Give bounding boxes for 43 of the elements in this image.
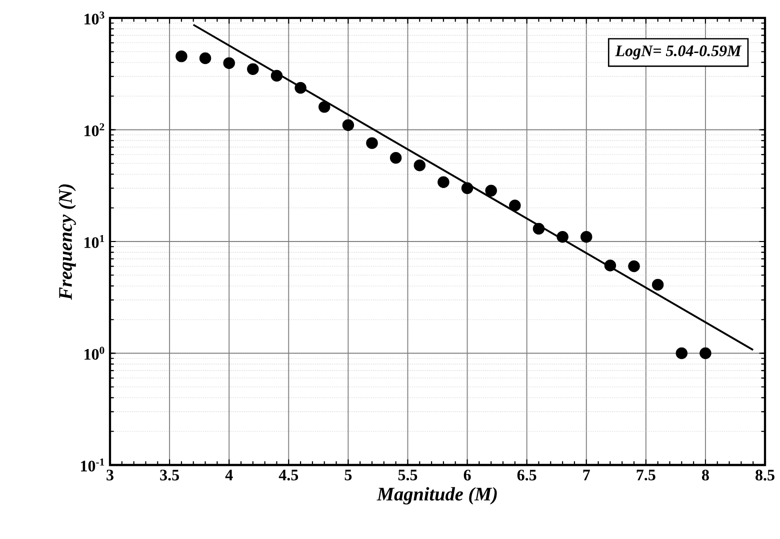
annotation: LogN= 5.04-0.59M bbox=[615, 45, 742, 60]
y-tick-label: 10$^{3}$ bbox=[84, 11, 104, 24]
point bbox=[294, 82, 306, 94]
y-tick-label: 10$^{2}$ bbox=[84, 123, 104, 136]
point bbox=[676, 347, 688, 360]
point bbox=[414, 159, 426, 172]
point bbox=[509, 200, 521, 212]
point bbox=[223, 57, 235, 69]
point bbox=[270, 70, 283, 82]
x-tick-label: 6.5 bbox=[517, 470, 536, 481]
point bbox=[461, 182, 474, 194]
x-tick-label: 4 bbox=[225, 470, 233, 480]
x-tick-label: 3.5 bbox=[160, 470, 179, 481]
x-tick-label: 3 bbox=[106, 470, 114, 480]
x-tick-label: 6 bbox=[464, 470, 471, 480]
x-tick-label: 5.5 bbox=[398, 470, 418, 480]
x-tick-label: 5 bbox=[344, 470, 352, 480]
point bbox=[485, 184, 497, 197]
point bbox=[556, 231, 568, 243]
point bbox=[247, 63, 259, 75]
point bbox=[390, 152, 402, 164]
x-tick-label: 7 bbox=[583, 470, 590, 480]
y-tick-label: 10$^{-1}$ bbox=[81, 458, 104, 472]
x-tick-label: 8.5 bbox=[756, 470, 774, 481]
y-axis-title: Frequency (N) bbox=[58, 184, 76, 300]
x-tick-label: 4.5 bbox=[278, 470, 298, 480]
y-tick-label: 10$^{1}$ bbox=[84, 234, 104, 248]
point bbox=[580, 231, 592, 243]
point bbox=[318, 101, 330, 113]
y-tick-label: 10$^{0}$ bbox=[84, 346, 104, 360]
x-tick-label: 8 bbox=[702, 470, 709, 480]
point bbox=[652, 278, 664, 291]
point bbox=[366, 137, 378, 149]
point bbox=[628, 260, 640, 272]
point bbox=[199, 52, 212, 64]
x-tick-label: 7.5 bbox=[636, 470, 656, 480]
point bbox=[604, 260, 616, 272]
point bbox=[342, 119, 354, 131]
x-axis-title: Magnitude (M) bbox=[376, 487, 497, 504]
point bbox=[438, 176, 450, 188]
point bbox=[176, 50, 188, 62]
point bbox=[700, 347, 712, 360]
point bbox=[532, 222, 545, 235]
